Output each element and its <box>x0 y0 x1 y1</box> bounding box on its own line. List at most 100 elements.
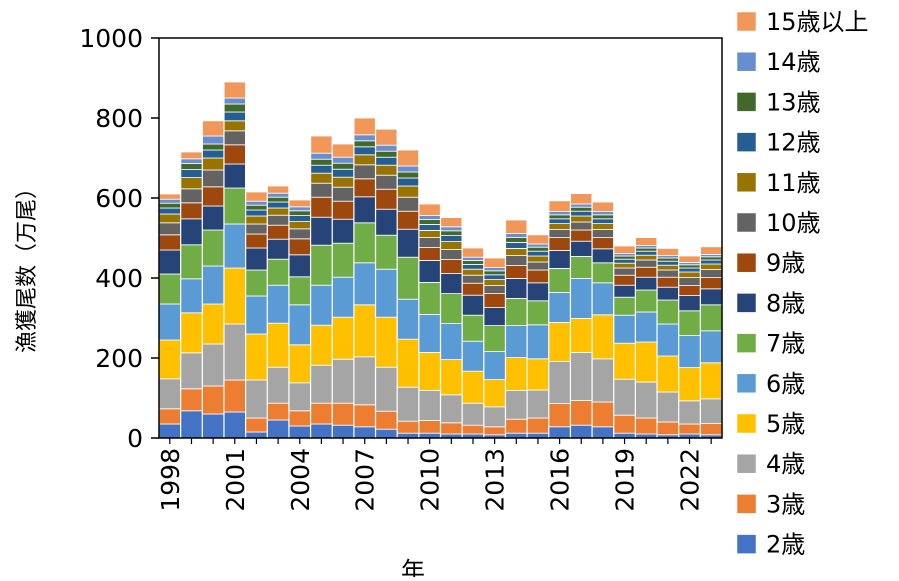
bar-segment <box>397 386 420 422</box>
legend-label: 5歳 <box>766 410 805 438</box>
legend-label: 11歳 <box>766 169 821 197</box>
bar-segment <box>505 357 528 391</box>
bar-segment <box>418 203 441 217</box>
bar-segment <box>332 242 355 278</box>
bar-segment <box>526 246 549 252</box>
bar-segment <box>678 264 701 269</box>
bar-segment <box>440 259 463 275</box>
bar-segment <box>700 277 723 290</box>
bar-segment <box>353 426 376 439</box>
bar-segment <box>526 282 549 302</box>
bar-segment <box>332 162 355 170</box>
bar-segment <box>418 351 441 391</box>
bar-segment <box>440 241 463 251</box>
bar-segment <box>158 339 181 380</box>
bar-segment <box>158 303 181 341</box>
bar-segment <box>483 279 506 287</box>
bar-segment <box>223 323 246 381</box>
bar-segment <box>332 186 355 202</box>
bar-segment <box>245 200 268 206</box>
bar-segment <box>570 221 593 231</box>
bar-segment <box>613 314 636 344</box>
bar-segment <box>353 146 376 156</box>
bar-segment <box>332 276 355 318</box>
bar-segment <box>397 177 420 187</box>
bar-segment <box>505 418 528 434</box>
bar-segment <box>158 202 181 209</box>
bar-segment <box>332 218 355 244</box>
bar-segment <box>570 240 593 257</box>
bar-segment <box>310 364 333 404</box>
bar-segment <box>267 201 290 209</box>
bar-segment <box>267 196 290 203</box>
bar-segment <box>375 428 398 439</box>
bar-segment <box>635 381 658 419</box>
bar-segment <box>461 268 484 276</box>
bar-segment <box>570 215 593 223</box>
bar-segment <box>353 134 376 142</box>
bar-segment <box>678 255 701 263</box>
bar-segment <box>548 426 571 439</box>
bar-segment <box>223 411 246 439</box>
bar-segment <box>180 388 203 412</box>
bar-segment <box>267 402 290 421</box>
bar-segment <box>223 267 246 325</box>
bar-segment <box>548 229 571 239</box>
bar-segment <box>353 404 376 428</box>
bar-segment <box>505 389 528 420</box>
bar-segment <box>483 325 506 353</box>
bar-segment <box>440 217 463 228</box>
bar-segment <box>158 193 181 200</box>
bar-segment <box>332 176 355 188</box>
y-tick-label: 0 <box>127 424 143 453</box>
legend-label: 3歳 <box>766 490 805 518</box>
bar-segment <box>613 414 636 434</box>
bar-segment <box>310 244 333 286</box>
bar-segment <box>223 187 246 225</box>
bar-segment <box>180 278 203 314</box>
bar-segment <box>202 186 225 207</box>
bar-segment <box>483 406 506 428</box>
bar-segment <box>613 378 636 416</box>
bar-segment <box>656 286 679 301</box>
legend-label: 10歳 <box>766 209 821 237</box>
bar-segment <box>440 226 463 232</box>
x-tick-label: 1998 <box>156 448 185 512</box>
legend-label: 14歳 <box>766 48 821 76</box>
bar-segment <box>440 323 463 361</box>
bar-segment <box>310 135 333 154</box>
bar-segment <box>656 247 679 256</box>
x-tick-label: 2007 <box>351 448 380 512</box>
bar-segment <box>656 323 679 357</box>
legend-swatch <box>736 92 757 112</box>
bar-segment <box>375 316 398 368</box>
x-tick-label: 2004 <box>286 448 315 512</box>
bar-segment <box>288 221 311 230</box>
bar-segment <box>267 238 290 260</box>
bar-segment <box>656 269 679 278</box>
bar-segment <box>353 304 376 358</box>
bar-segment <box>440 422 463 435</box>
bar-segment <box>223 111 246 122</box>
bar-segment <box>461 263 484 270</box>
bar-segment <box>332 424 355 439</box>
bar-segment <box>353 356 376 406</box>
bar-segment <box>375 410 398 430</box>
legend-label: 8歳 <box>766 289 805 317</box>
bar-segment <box>635 417 658 435</box>
bar-segment <box>223 81 246 99</box>
bar-segment <box>635 266 658 278</box>
bar-segment <box>288 210 311 217</box>
bar-segment <box>656 260 679 266</box>
bar-segment <box>440 394 463 424</box>
bar-segment <box>656 391 679 423</box>
bar-segment <box>180 177 203 190</box>
bar-segment <box>613 245 636 254</box>
bar-segment <box>635 311 658 343</box>
bar-segment <box>526 389 549 419</box>
bar-segment <box>375 164 398 176</box>
legend-swatch <box>736 373 757 394</box>
bar-segment <box>461 294 484 316</box>
bar-segment <box>245 223 268 235</box>
bar-segment <box>570 255 593 279</box>
